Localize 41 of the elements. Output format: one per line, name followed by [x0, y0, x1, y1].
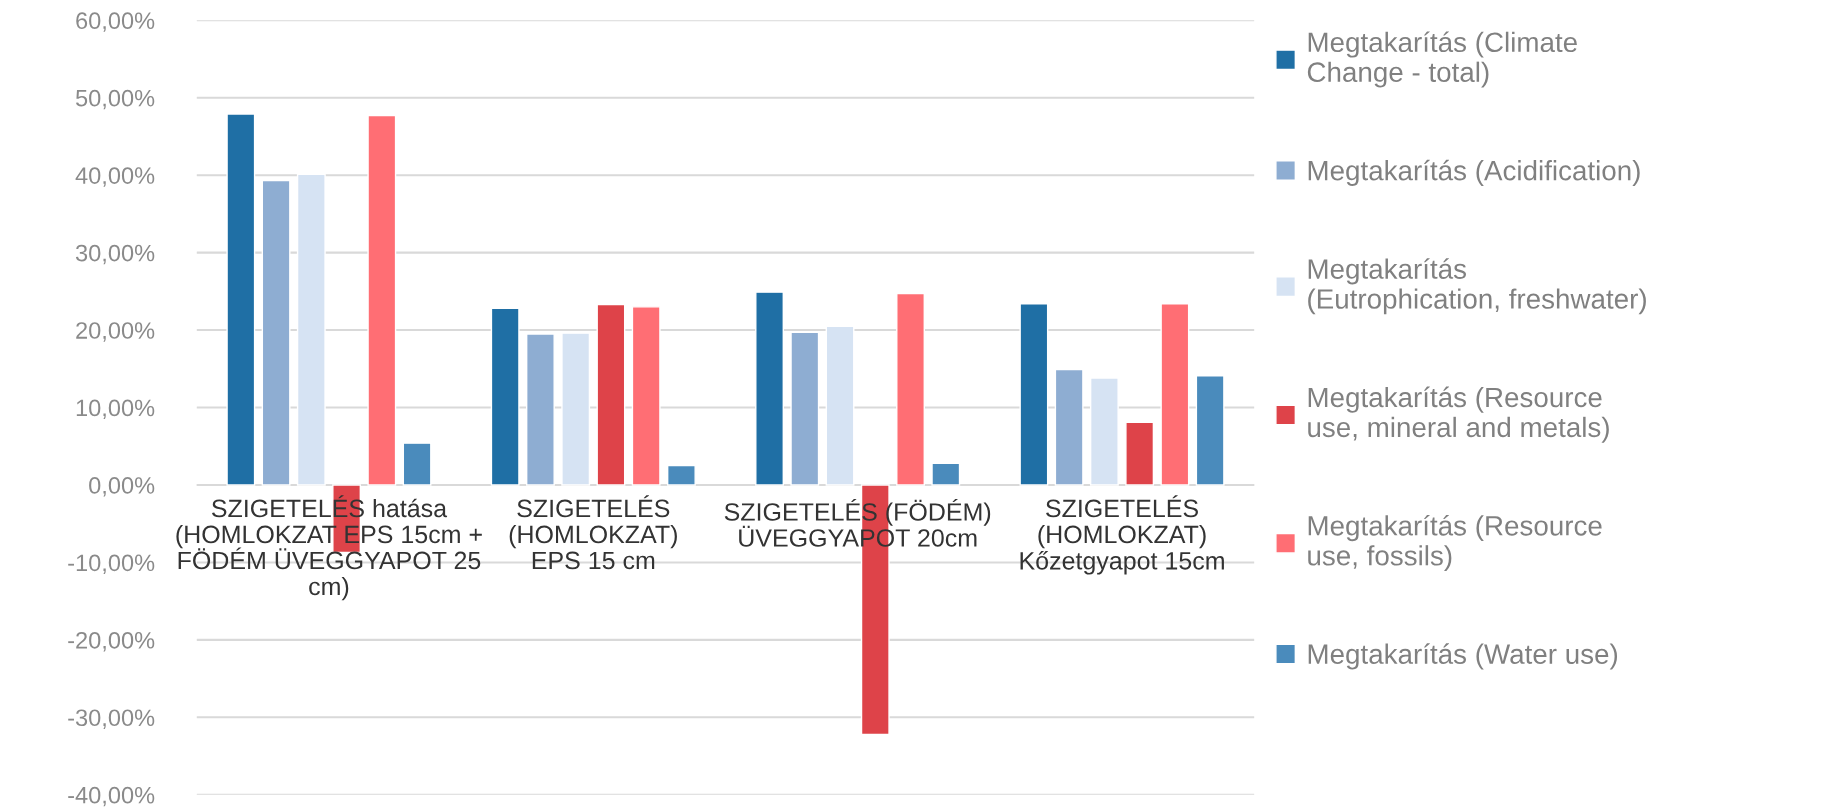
y-tick-label: -10,00%: [68, 554, 155, 575]
bar: [596, 303, 626, 486]
bar: [1160, 303, 1190, 486]
bar: [896, 292, 925, 486]
bar: [296, 173, 326, 486]
y-tick-label: 10,00%: [76, 399, 155, 420]
bar: [226, 113, 256, 486]
x-tick-label: SZIGETELÉS (HOMLOKZAT) Kőzetgyapot 15cm: [1020, 495, 1224, 575]
legend-label: Megtakarítás (Climate Change - total): [1307, 31, 1577, 88]
y-tick-label: -30,00%: [68, 709, 155, 729]
y-tick-label: 30,00%: [75, 244, 155, 265]
y-tick-label: 50,00%: [75, 89, 155, 110]
bar: [1125, 421, 1155, 486]
y-tick-label: 20,00%: [76, 322, 155, 342]
bar: [755, 291, 784, 486]
legend-label: Megtakarítás (Eutrophication, freshwater): [1308, 258, 1646, 315]
bar: [261, 179, 291, 486]
bar: [790, 331, 820, 486]
bar: [1089, 377, 1119, 486]
x-tick-label: SZIGETELÉS (HOMLOKZAT) EPS 15 cm: [509, 495, 677, 570]
y-tick-label: -40,00%: [68, 786, 155, 807]
bar: [561, 332, 591, 486]
y-tick-label: 0,00%: [89, 477, 155, 497]
legend-label: Megtakarítás (Resource use, mineral and metals): [1308, 386, 1609, 443]
bar: [1195, 375, 1225, 486]
bar: [402, 442, 432, 486]
bar: [1054, 368, 1084, 486]
bar: [1019, 303, 1049, 486]
bar: [367, 114, 397, 486]
y-tick-label: 40,00%: [75, 167, 155, 187]
legend-label: Megtakarítás (Acidification): [1308, 159, 1640, 186]
legend-label: Megtakarítás (Water use): [1308, 643, 1618, 670]
y-tick-label: -20,00%: [68, 631, 155, 652]
bar: [631, 306, 661, 486]
bar: [525, 333, 555, 486]
legend-label: Megtakarítás (Resource use, fossils): [1308, 514, 1602, 572]
bar: [825, 325, 855, 486]
y-tick-label: 60,00%: [76, 12, 155, 32]
bar: [931, 462, 961, 486]
bar: [666, 464, 696, 486]
bar: [490, 307, 520, 486]
